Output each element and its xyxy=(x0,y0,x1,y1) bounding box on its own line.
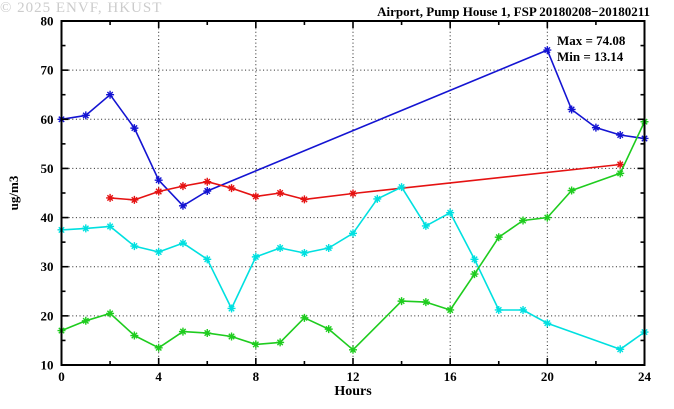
series-red xyxy=(106,160,625,204)
series-red-line xyxy=(110,163,621,201)
data-point-marker xyxy=(543,319,552,328)
data-point-marker xyxy=(130,331,139,340)
minmax-annotation: Max = 74.08 Min = 13.14 xyxy=(557,33,625,65)
series-blue-markers xyxy=(57,46,649,210)
data-point-marker xyxy=(227,184,236,193)
y-axis-label: ug/m3 xyxy=(6,175,21,211)
data-point-marker xyxy=(567,186,576,195)
data-point-marker xyxy=(130,242,139,251)
data-point-marker xyxy=(421,298,430,307)
data-point-marker xyxy=(397,297,406,306)
axis-ticks xyxy=(60,20,646,366)
chart-title: Airport, Pump House 1, FSP 20180208−2018… xyxy=(377,4,650,19)
data-point-marker xyxy=(251,192,260,201)
x-tick-label-4: 4 xyxy=(155,369,162,384)
data-point-marker xyxy=(276,244,285,253)
x-axis-label: Hours xyxy=(334,384,372,399)
data-point-marker xyxy=(519,305,528,314)
data-point-marker xyxy=(616,160,625,169)
y-tick-label-30: 30 xyxy=(41,259,54,274)
series-cyan xyxy=(57,183,649,354)
data-point-marker xyxy=(227,304,236,313)
y-tick-label-10: 10 xyxy=(41,358,54,373)
data-point-marker xyxy=(543,213,552,222)
y-tick-label-70: 70 xyxy=(41,63,54,78)
data-point-marker xyxy=(300,195,309,204)
data-point-marker xyxy=(178,327,187,336)
y-tick-label-80: 80 xyxy=(41,14,54,29)
data-point-marker xyxy=(470,270,479,279)
data-point-marker xyxy=(446,208,455,217)
data-point-marker xyxy=(106,90,115,99)
data-point-marker xyxy=(470,255,479,264)
max-value-label: Max = 74.08 xyxy=(557,33,626,48)
x-tick-label-8: 8 xyxy=(253,369,260,384)
y-tick-label-50: 50 xyxy=(41,161,54,176)
data-point-marker xyxy=(349,229,357,238)
data-point-marker xyxy=(130,195,139,204)
data-point-marker xyxy=(203,177,212,186)
x-tick-label-20: 20 xyxy=(541,369,554,384)
data-point-marker xyxy=(106,309,115,318)
x-tick-label-12: 12 xyxy=(347,369,360,384)
data-point-marker xyxy=(567,105,576,114)
data-point-marker xyxy=(543,46,552,55)
data-point-marker xyxy=(154,176,163,185)
y-tick-label-20: 20 xyxy=(41,308,54,323)
series-blue-line xyxy=(61,49,645,207)
data-point-marker xyxy=(591,123,600,132)
series-cyan-markers xyxy=(57,183,649,354)
data-point-marker xyxy=(616,131,625,140)
series-red-markers xyxy=(106,160,625,204)
data-point-marker xyxy=(616,345,625,354)
data-point-marker xyxy=(154,343,163,352)
data-point-marker xyxy=(227,332,236,341)
series-blue xyxy=(57,46,649,210)
data-point-marker xyxy=(421,221,430,230)
data-point-marker xyxy=(300,248,309,257)
data-point-marker xyxy=(203,255,212,264)
y-tick-label-40: 40 xyxy=(41,210,54,225)
data-point-marker xyxy=(397,183,406,192)
data-point-marker xyxy=(203,329,212,338)
data-point-marker xyxy=(276,338,285,347)
data-point-marker xyxy=(324,325,333,334)
data-point-marker xyxy=(81,316,90,325)
data-point-marker xyxy=(616,169,625,178)
tick-labels: 10 20 30 40 50 60 70 80 0 4 8 12 16 20 24 xyxy=(41,14,652,385)
min-value-label: Min = 13.14 xyxy=(557,49,624,64)
data-point-marker xyxy=(178,201,187,210)
data-point-marker xyxy=(81,111,90,120)
data-point-marker xyxy=(251,340,260,349)
data-point-marker xyxy=(519,216,528,225)
data-point-marker xyxy=(81,224,90,233)
data-point-marker xyxy=(494,233,503,242)
x-tick-label-16: 16 xyxy=(444,369,458,384)
watermark: © 2025 ENVF, HKUST xyxy=(0,0,163,16)
data-point-marker xyxy=(324,244,333,253)
x-tick-label-0: 0 xyxy=(58,369,65,384)
data-point-marker xyxy=(251,252,260,261)
series-cyan-line xyxy=(61,186,645,351)
data-point-marker xyxy=(178,239,187,248)
data-point-marker xyxy=(494,305,503,314)
y-tick-label-60: 60 xyxy=(41,112,54,127)
data-point-marker xyxy=(276,189,285,197)
data-point-marker xyxy=(349,345,357,354)
data-point-marker xyxy=(106,193,115,202)
data-point-marker xyxy=(178,182,187,191)
data-point-marker xyxy=(373,194,382,203)
data-point-marker xyxy=(154,247,163,256)
data-point-marker xyxy=(446,305,455,314)
data-point-marker xyxy=(154,187,163,196)
data-point-marker xyxy=(300,313,309,322)
data-point-marker xyxy=(130,124,139,133)
data-point-marker xyxy=(106,222,115,231)
data-point-marker xyxy=(203,187,212,196)
data-point-marker xyxy=(349,189,357,198)
x-tick-label-24: 24 xyxy=(638,369,652,384)
